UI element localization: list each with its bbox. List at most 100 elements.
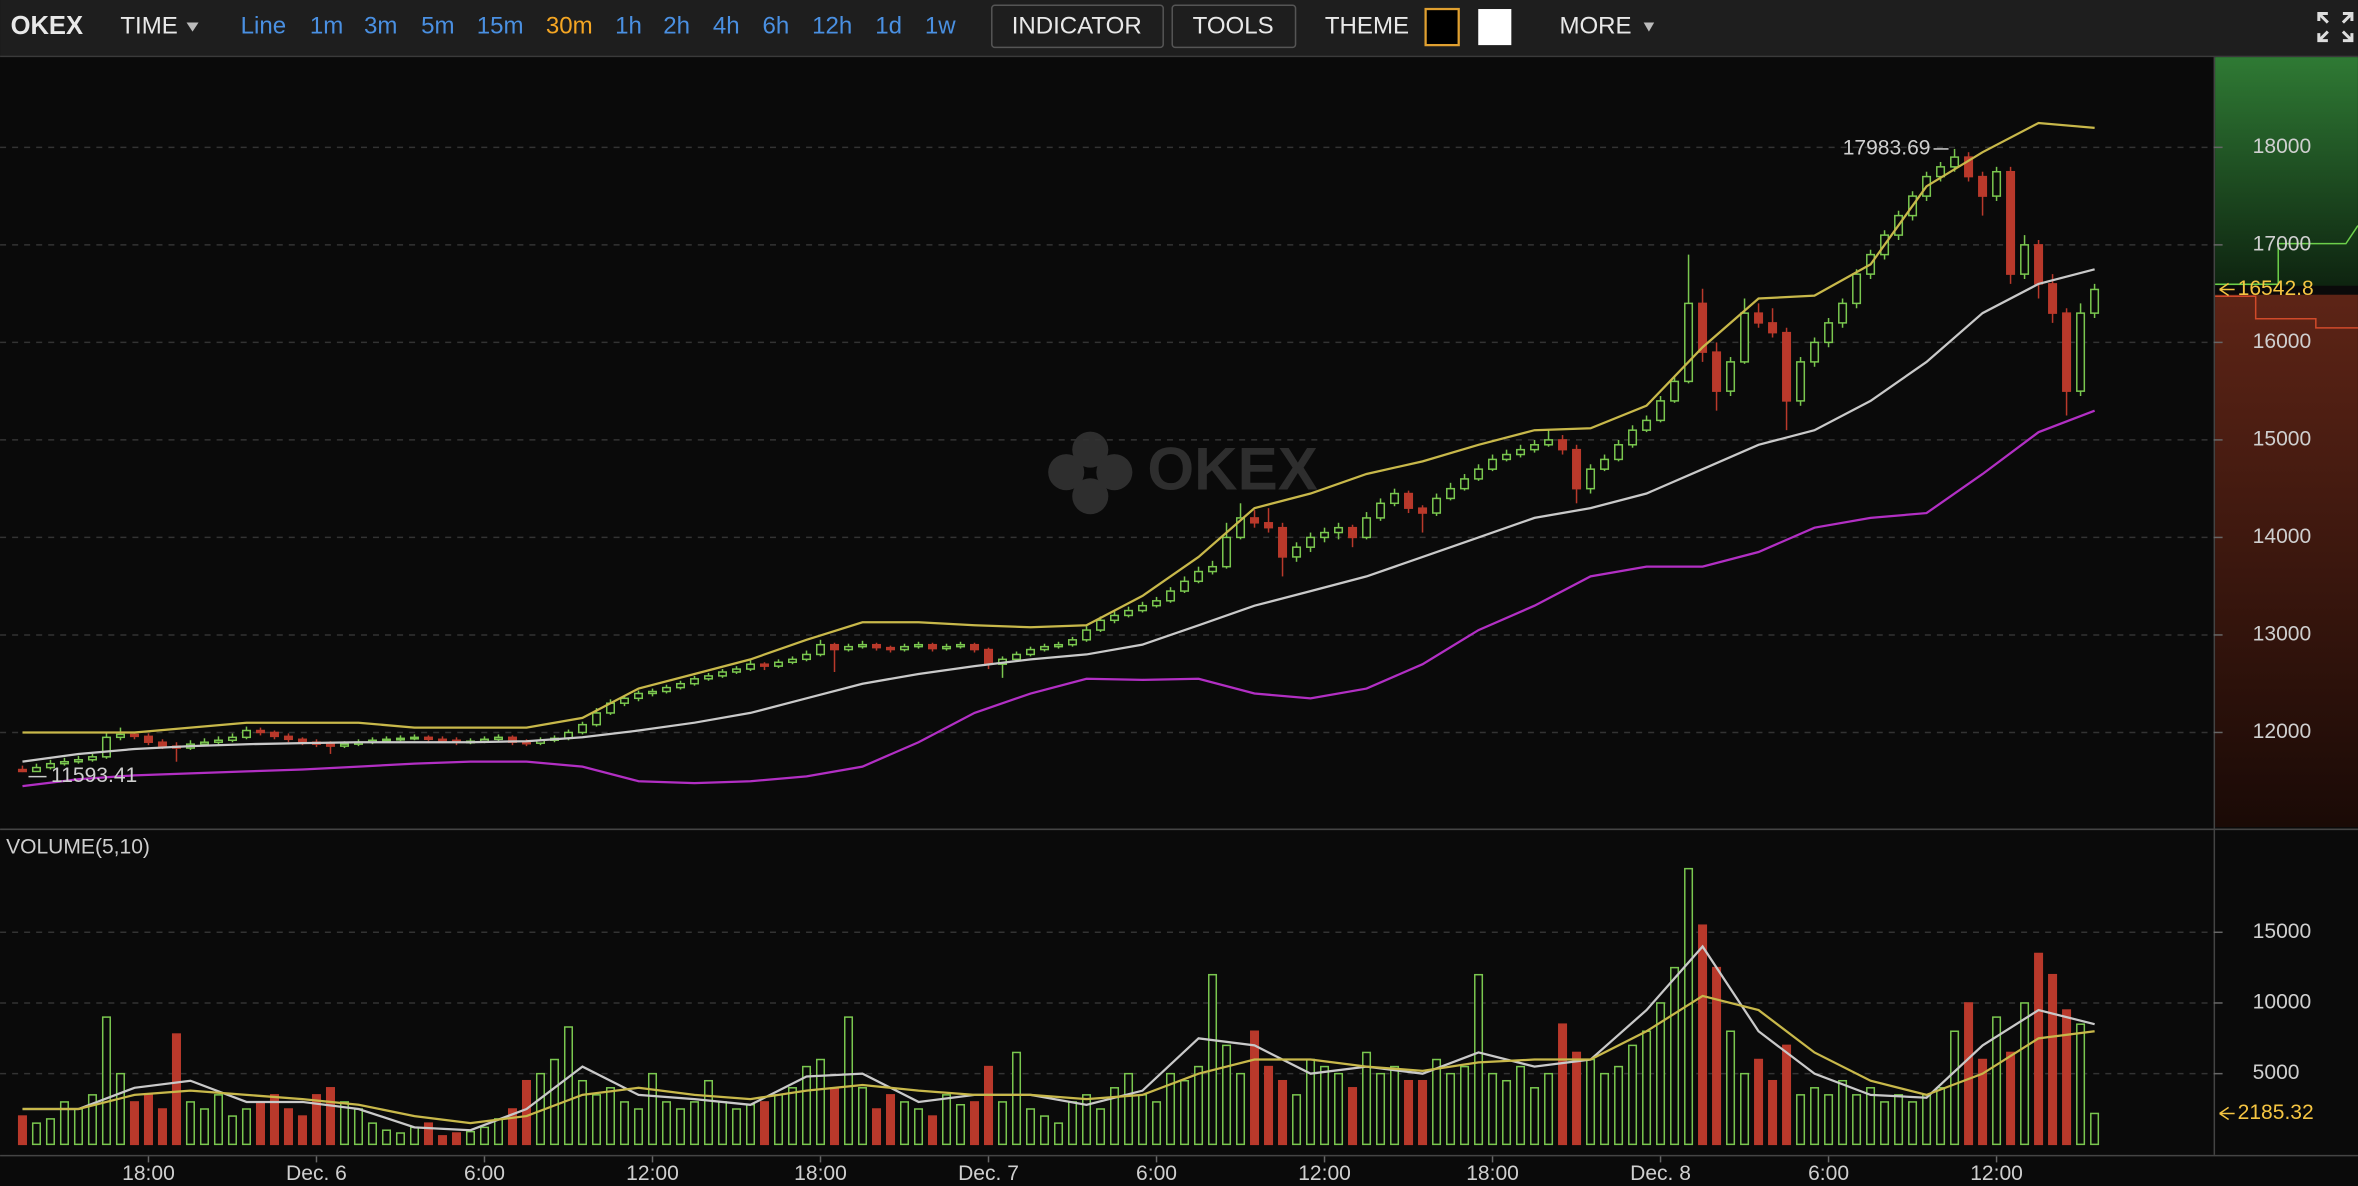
candle-body xyxy=(1488,458,1498,470)
interval-option[interactable]: 2h xyxy=(663,12,690,39)
x-tick-label: 18:00 xyxy=(1466,1162,1519,1185)
volume-bar xyxy=(1082,1094,1092,1146)
y-tick-label: 16000 xyxy=(2253,330,2312,353)
volume-bar xyxy=(1236,1072,1246,1146)
interval-option[interactable]: 5m xyxy=(421,12,454,39)
candle-body xyxy=(1600,458,1610,470)
depth-asks xyxy=(2215,294,2358,828)
volume-bar xyxy=(1656,1002,1666,1146)
volume-bar xyxy=(2076,1023,2086,1146)
volume-bar xyxy=(1810,1087,1820,1146)
candle-body xyxy=(2090,288,2100,314)
fullscreen-button[interactable] xyxy=(2317,12,2354,43)
x-tick-label: 6:00 xyxy=(1808,1162,1849,1185)
volume-bar xyxy=(1320,1065,1330,1146)
volume-bar xyxy=(2090,1112,2100,1146)
interval-option[interactable]: 1w xyxy=(925,12,956,39)
interval-option[interactable]: 4h xyxy=(713,12,740,39)
interval-option[interactable]: 15m xyxy=(477,12,524,39)
volume-bar xyxy=(1586,1058,1596,1146)
volume-bar xyxy=(2048,973,2058,1146)
candle-body xyxy=(577,723,588,734)
volume-bar xyxy=(703,1079,714,1146)
more-menu[interactable]: MORE xyxy=(1559,12,1631,39)
time-menu[interactable]: TIME xyxy=(120,12,177,39)
volume-bar xyxy=(871,1108,882,1146)
volume-bar xyxy=(1180,1079,1190,1146)
x-tick-label: 12:00 xyxy=(1970,1162,2023,1185)
volume-bar xyxy=(1572,1051,1582,1146)
candle-body xyxy=(17,768,27,773)
volume-bar xyxy=(437,1135,447,1146)
interval-option[interactable]: 12h xyxy=(812,12,852,39)
indicator-button[interactable] xyxy=(991,4,1164,49)
interval-option[interactable]: Line xyxy=(241,12,286,39)
interval-option[interactable]: 3m xyxy=(364,12,397,39)
y-tick-label: 10000 xyxy=(2253,991,2312,1014)
interval-option[interactable]: 6h xyxy=(762,12,789,39)
candle-body xyxy=(1754,312,1764,324)
interval-option[interactable]: 30m xyxy=(546,12,593,39)
candle-body xyxy=(1222,536,1232,568)
volume-bar xyxy=(73,1108,83,1146)
tools-label[interactable]: TOOLS xyxy=(1193,12,1274,39)
candle-body xyxy=(2062,312,2072,392)
candle-body xyxy=(325,743,335,747)
candle-body xyxy=(675,682,686,689)
volume-bar xyxy=(549,1058,560,1146)
interval-list: Line 1m 3m 5m 15m 30m 1h 2h 4h 6h 12h 1d 1w xyxy=(241,12,957,39)
candle-body xyxy=(199,741,209,745)
x-tick-label: 6:00 xyxy=(1136,1162,1177,1185)
brand[interactable]: OKEX xyxy=(11,12,83,40)
candle-body xyxy=(661,686,672,693)
theme-label: THEME xyxy=(1325,12,1409,39)
dropdown-icon xyxy=(1643,22,1655,32)
volume-bar xyxy=(31,1122,41,1146)
candle-body xyxy=(1054,643,1064,648)
volume-bar xyxy=(1768,1079,1778,1146)
candle-body xyxy=(619,697,630,704)
volume-bar xyxy=(1460,1065,1470,1146)
volume-bar xyxy=(745,1104,756,1146)
chart-layer: 12000 13000 14000 15000 16000 17000 18000 17983… xyxy=(0,121,2314,1185)
candle-body xyxy=(1712,351,1722,392)
interval-option[interactable]: 1d xyxy=(875,12,902,39)
candle-body xyxy=(1614,444,1624,461)
volume-bar xyxy=(1138,1094,1148,1146)
volume-bar xyxy=(1614,1065,1624,1146)
volume-bar xyxy=(1474,973,1484,1146)
interval-option[interactable]: 1m xyxy=(310,12,343,39)
candle-body xyxy=(31,766,41,773)
volume-bar xyxy=(45,1118,55,1146)
x-tick-label: 18:00 xyxy=(794,1162,847,1185)
volume-bar xyxy=(1026,1108,1036,1146)
volume-bar xyxy=(1866,1087,1876,1146)
theme-dark[interactable] xyxy=(1424,7,1460,47)
candle-body xyxy=(115,733,125,739)
volume-bar xyxy=(899,1101,910,1146)
volume-bar xyxy=(255,1101,265,1146)
candle-body xyxy=(1558,439,1568,451)
candle-body xyxy=(381,738,391,742)
candle-body xyxy=(1838,302,1848,324)
volume-bar xyxy=(1726,1030,1736,1146)
volume-bar xyxy=(633,1108,644,1146)
candle-body xyxy=(759,663,770,667)
theme-light[interactable] xyxy=(1478,9,1512,46)
volume-bar xyxy=(143,1094,153,1146)
volume-bar xyxy=(1390,1065,1400,1146)
interval-option[interactable]: 1h xyxy=(615,12,642,39)
volume-bar xyxy=(171,1033,181,1146)
volume-bar xyxy=(1404,1079,1414,1146)
candle-body xyxy=(956,643,966,648)
candle-body xyxy=(591,712,602,726)
volume-bar xyxy=(339,1101,349,1146)
candle-body xyxy=(745,663,756,670)
candle-body xyxy=(1698,302,1708,353)
tools-button[interactable] xyxy=(1171,4,1297,49)
candle-body xyxy=(409,736,419,740)
indicator-label[interactable]: INDICATOR xyxy=(1012,12,1142,39)
volume-bar xyxy=(157,1108,167,1146)
volume-bar xyxy=(367,1122,377,1146)
